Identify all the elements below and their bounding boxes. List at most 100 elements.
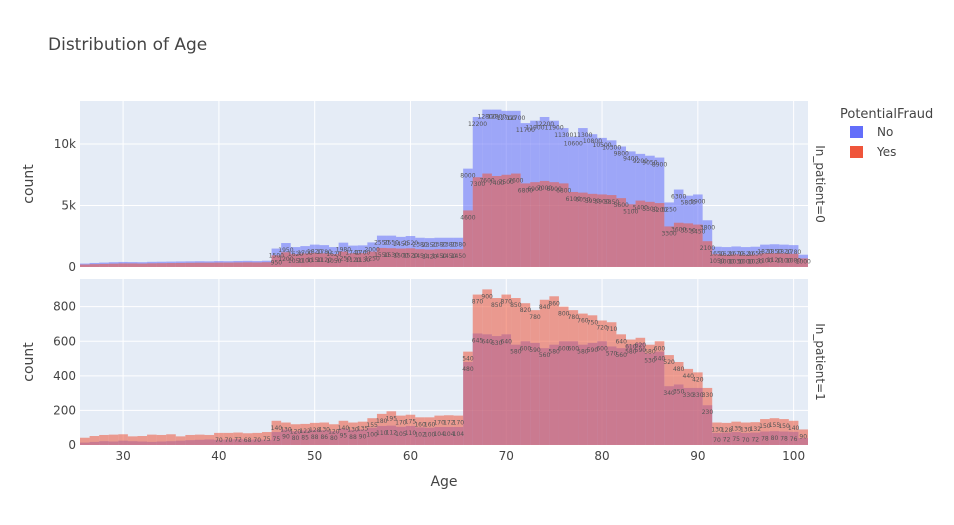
bar[interactable] bbox=[511, 298, 521, 445]
bar[interactable] bbox=[654, 341, 665, 445]
bar[interactable] bbox=[482, 173, 492, 267]
bar[interactable] bbox=[501, 174, 512, 267]
bar[interactable] bbox=[740, 254, 751, 267]
bar[interactable] bbox=[635, 337, 646, 445]
bar[interactable] bbox=[683, 368, 694, 445]
bar[interactable] bbox=[194, 434, 205, 445]
bar[interactable] bbox=[242, 433, 253, 445]
bar[interactable] bbox=[635, 200, 646, 267]
bar[interactable] bbox=[80, 437, 90, 445]
bar[interactable] bbox=[367, 251, 377, 267]
bar[interactable] bbox=[233, 432, 243, 445]
bar[interactable] bbox=[127, 263, 138, 267]
bar[interactable] bbox=[396, 415, 406, 445]
bar[interactable] bbox=[673, 362, 684, 445]
bar[interactable] bbox=[118, 263, 128, 267]
bar[interactable] bbox=[175, 262, 186, 267]
bar[interactable] bbox=[214, 432, 224, 445]
bar[interactable] bbox=[721, 254, 732, 267]
bar[interactable] bbox=[185, 434, 195, 445]
bar[interactable] bbox=[252, 432, 262, 445]
bar[interactable] bbox=[147, 434, 157, 445]
bar[interactable] bbox=[204, 434, 215, 445]
bar[interactable] bbox=[99, 263, 109, 267]
bar[interactable] bbox=[386, 248, 397, 267]
bar[interactable] bbox=[99, 434, 109, 445]
bar[interactable] bbox=[108, 263, 119, 267]
bar[interactable] bbox=[233, 262, 243, 267]
bar[interactable] bbox=[424, 417, 435, 445]
bar[interactable] bbox=[731, 254, 741, 267]
bar[interactable] bbox=[558, 306, 569, 445]
bar[interactable] bbox=[319, 253, 330, 267]
bar[interactable] bbox=[606, 322, 617, 445]
bar[interactable] bbox=[204, 262, 215, 267]
bar[interactable] bbox=[769, 253, 780, 267]
bar[interactable] bbox=[338, 420, 349, 445]
bar[interactable] bbox=[223, 262, 234, 267]
bar[interactable] bbox=[472, 177, 483, 267]
bar[interactable] bbox=[683, 223, 694, 267]
bar[interactable] bbox=[309, 252, 320, 267]
bar[interactable] bbox=[721, 422, 732, 445]
bar[interactable] bbox=[118, 434, 128, 445]
bar[interactable] bbox=[137, 436, 148, 445]
bar[interactable] bbox=[482, 289, 492, 445]
bar[interactable] bbox=[539, 180, 550, 267]
bar[interactable] bbox=[472, 294, 483, 445]
bar[interactable] bbox=[367, 418, 377, 445]
bar[interactable] bbox=[348, 422, 358, 445]
bar[interactable] bbox=[578, 313, 588, 445]
bar[interactable] bbox=[520, 183, 531, 267]
bar[interactable] bbox=[376, 413, 387, 445]
bar[interactable] bbox=[501, 294, 512, 445]
bar[interactable] bbox=[693, 224, 703, 267]
bar[interactable] bbox=[175, 436, 186, 445]
bar[interactable] bbox=[798, 429, 808, 445]
bar[interactable] bbox=[788, 420, 799, 445]
bar[interactable] bbox=[798, 258, 808, 267]
bar[interactable] bbox=[769, 418, 780, 445]
bar[interactable] bbox=[520, 303, 531, 445]
bar[interactable] bbox=[549, 296, 559, 445]
bar[interactable] bbox=[673, 222, 684, 267]
bar[interactable] bbox=[424, 249, 435, 267]
bar[interactable] bbox=[664, 355, 674, 445]
bar[interactable] bbox=[108, 434, 119, 445]
bar[interactable] bbox=[405, 414, 416, 445]
bar[interactable] bbox=[262, 432, 272, 445]
bar[interactable] bbox=[779, 253, 789, 267]
bar[interactable] bbox=[434, 249, 444, 267]
bar[interactable] bbox=[444, 415, 454, 445]
bar[interactable] bbox=[616, 198, 626, 267]
bar[interactable] bbox=[549, 182, 559, 267]
bar[interactable] bbox=[530, 310, 540, 445]
bar[interactable] bbox=[453, 415, 464, 445]
bar[interactable] bbox=[463, 351, 473, 445]
bar[interactable] bbox=[597, 194, 607, 267]
bar[interactable] bbox=[271, 420, 282, 445]
bar[interactable] bbox=[511, 173, 521, 267]
bar[interactable] bbox=[156, 434, 167, 445]
bar[interactable] bbox=[587, 315, 598, 445]
bar[interactable] bbox=[434, 415, 444, 445]
bar[interactable] bbox=[185, 262, 195, 267]
bar[interactable] bbox=[645, 344, 655, 445]
bar[interactable] bbox=[89, 264, 100, 267]
bar[interactable] bbox=[788, 253, 799, 267]
bar[interactable] bbox=[415, 417, 425, 445]
bar[interactable] bbox=[242, 262, 253, 267]
bar[interactable] bbox=[290, 424, 301, 445]
bar[interactable] bbox=[539, 299, 550, 445]
bar[interactable] bbox=[606, 195, 617, 267]
bar[interactable] bbox=[760, 419, 770, 445]
bar[interactable] bbox=[147, 263, 157, 267]
bar[interactable] bbox=[262, 262, 272, 267]
bar[interactable] bbox=[396, 248, 406, 267]
bar[interactable] bbox=[194, 262, 205, 267]
bar[interactable] bbox=[300, 253, 310, 267]
bar[interactable] bbox=[357, 253, 368, 267]
legend-swatch-yes[interactable] bbox=[850, 146, 863, 158]
bar[interactable] bbox=[731, 421, 741, 445]
bar[interactable] bbox=[415, 249, 425, 267]
